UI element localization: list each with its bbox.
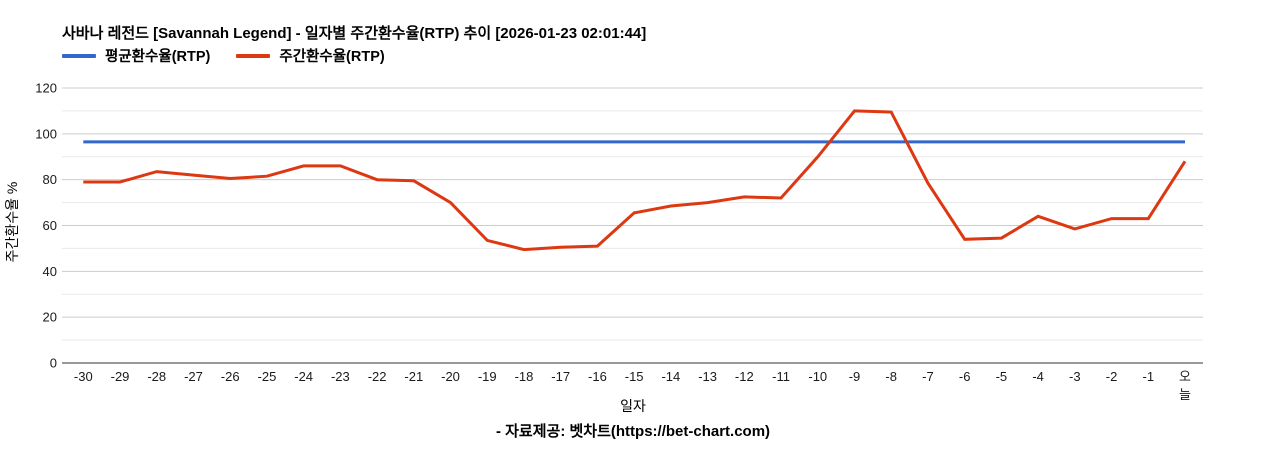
x-tick-label: -8 <box>885 369 897 384</box>
x-tick-label: -4 <box>1032 369 1044 384</box>
x-tick-label: -14 <box>661 369 680 384</box>
legend-item-average-rtp: 평균환수율(RTP) <box>62 45 210 66</box>
x-tick-label: -6 <box>959 369 971 384</box>
y-tick-label: 80 <box>43 172 57 187</box>
legend-label-weekly-rtp: 주간환수율(RTP) <box>279 49 385 65</box>
x-tick-label: -27 <box>184 369 203 384</box>
x-tick-label: -26 <box>221 369 240 384</box>
chart-legend: 평균환수율(RTP) 주간환수율(RTP) <box>62 45 385 66</box>
weekly-rtp-line[interactable] <box>83 109 1187 252</box>
x-tick-label: -7 <box>922 369 934 384</box>
y-tick-label: 20 <box>43 310 57 325</box>
x-tick-label: -25 <box>258 369 277 384</box>
x-tick-label: -13 <box>698 369 717 384</box>
x-tick-label-today: 늘 <box>1179 387 1191 402</box>
x-tick-label: -29 <box>111 369 130 384</box>
x-tick-label: -10 <box>808 369 827 384</box>
x-tick-label: -2 <box>1106 369 1118 384</box>
x-tick-label: -16 <box>588 369 607 384</box>
x-tick-label: -17 <box>551 369 570 384</box>
x-tick-label: -21 <box>404 369 423 384</box>
x-tick-label: -5 <box>996 369 1008 384</box>
x-tick-label: -15 <box>625 369 644 384</box>
legend-item-weekly-rtp: 주간환수율(RTP) <box>236 45 385 66</box>
x-tick-label: -22 <box>368 369 387 384</box>
x-tick-label: -11 <box>772 369 790 384</box>
y-tick-label: 100 <box>35 126 57 141</box>
y-tick-label: 40 <box>43 264 57 279</box>
y-tick-label: 120 <box>35 81 57 96</box>
x-tick-label: -1 <box>1142 369 1154 384</box>
x-tick-label: -28 <box>147 369 166 384</box>
x-tick-label: -20 <box>441 369 460 384</box>
footer-credit: - 자료제공: 벳차트(https://bet-chart.com) <box>495 423 771 440</box>
y-axis-title: 주간환수율 % <box>4 181 20 263</box>
x-tick-label: -24 <box>294 369 313 384</box>
x-tick-label-today: 오 <box>1179 369 1191 384</box>
x-tick-label: -9 <box>849 369 861 384</box>
x-axis-title: 일자 <box>620 398 646 414</box>
y-tick-label: 0 <box>50 356 57 371</box>
weekly-rtp-line-swatch <box>236 53 271 58</box>
x-tick-label: -19 <box>478 369 497 384</box>
average-rtp-line-swatch <box>62 53 96 58</box>
legend-label-average-rtp: 평균환수율(RTP) <box>105 49 211 65</box>
x-tick-label: -12 <box>735 369 754 384</box>
page-title: 사바나 레전드 [Savannah Legend] - 일자별 주간환수율(RT… <box>62 25 647 42</box>
x-tick-label: -30 <box>74 369 93 384</box>
x-tick-label: -18 <box>515 369 534 384</box>
x-tick-label: -23 <box>331 369 350 384</box>
x-tick-label: -3 <box>1069 369 1081 384</box>
y-tick-label: 60 <box>43 218 57 233</box>
